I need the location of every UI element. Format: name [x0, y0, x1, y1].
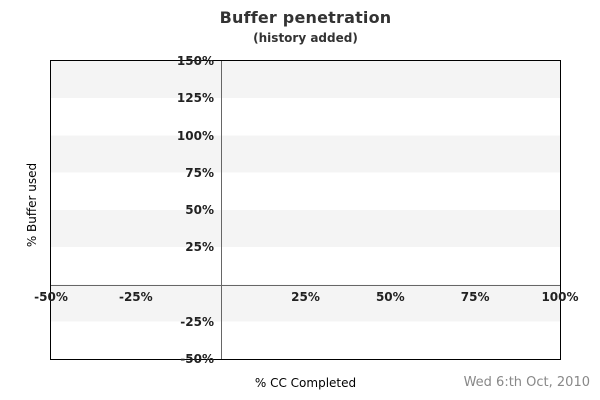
- y-tick-label: 25%: [185, 240, 214, 255]
- x-tick-label: 75%: [460, 289, 490, 304]
- x-tick-label: -25%: [118, 289, 153, 304]
- x-zero-axis-line: [220, 61, 222, 359]
- x-tick-label: 25%: [291, 289, 320, 304]
- x-tick-label: 50%: [375, 289, 405, 304]
- chart-title: Buffer penetration: [219, 8, 392, 27]
- y-tick-label: 100%: [176, 128, 214, 143]
- y-tick-label: 75%: [185, 165, 214, 180]
- date-annotation: Wed 6:th Oct, 2010: [463, 375, 590, 390]
- x-axis-title: % CC Completed: [254, 376, 357, 390]
- y-tick-label: 50%: [185, 203, 214, 217]
- x-tick-label: 100%: [541, 289, 579, 304]
- y-zero-axis-line: [51, 284, 560, 286]
- y-tick-label: -25%: [180, 314, 214, 329]
- chart-subtitle: (history added): [253, 31, 358, 45]
- y-tick-label: -50%: [180, 352, 214, 366]
- y-tick-label: 150%: [176, 54, 214, 68]
- plot-area: [50, 60, 561, 360]
- y-axis-title: % Buffer used: [25, 162, 39, 248]
- x-tick-label: -50%: [34, 289, 68, 304]
- y-tick-label: 125%: [176, 91, 214, 106]
